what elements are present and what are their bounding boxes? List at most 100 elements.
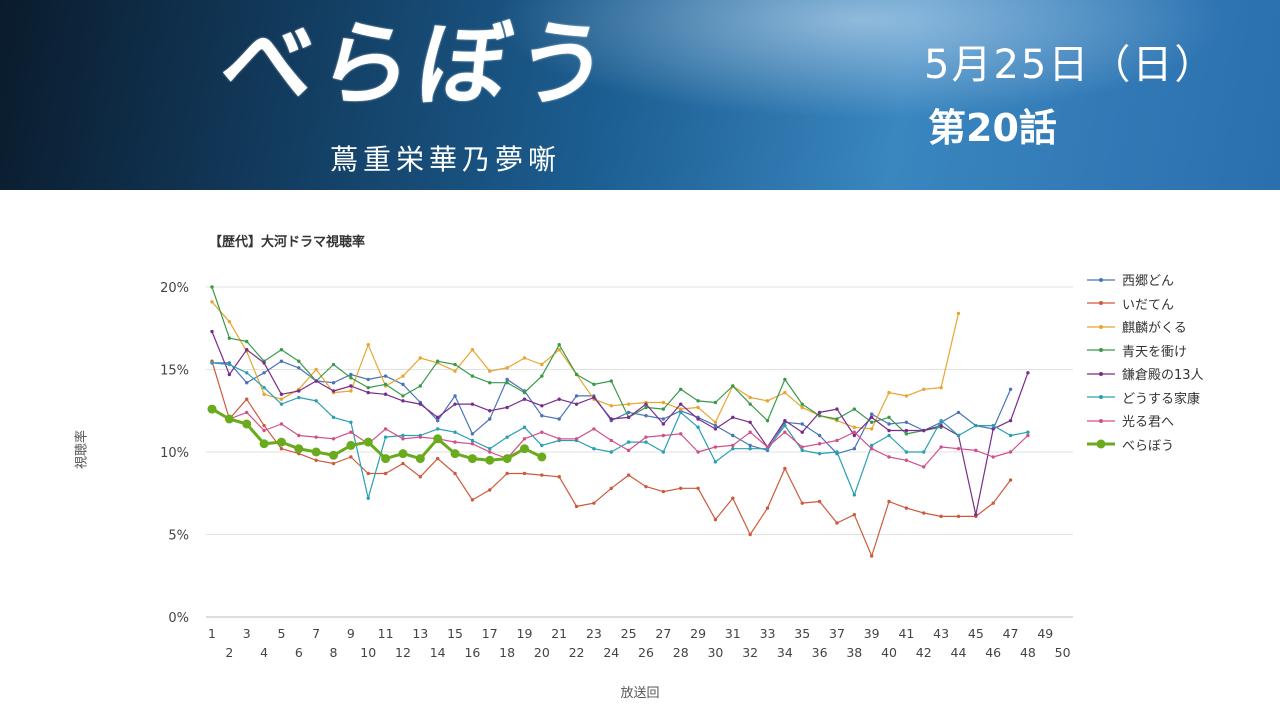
series-line [211, 362, 1029, 499]
legend-item: 青天を衝け [1086, 339, 1204, 363]
series-line [211, 301, 960, 430]
data-point [765, 418, 770, 423]
data-point [956, 447, 961, 451]
data-point [713, 517, 718, 522]
x-tick-label: 47 [1003, 626, 1019, 641]
data-point [331, 381, 336, 385]
x-tick-label: 27 [655, 626, 671, 641]
legend-label: どうする家康 [1122, 391, 1201, 407]
data-point [210, 300, 214, 304]
data-point [939, 445, 943, 449]
data-point [748, 447, 752, 451]
x-tick-label: 29 [690, 626, 706, 641]
data-point [904, 420, 909, 424]
data-point [991, 427, 995, 431]
data-point [227, 319, 232, 324]
data-point [262, 371, 266, 375]
data-point [974, 423, 978, 428]
data-point [540, 362, 544, 367]
x-tick-label: 45 [968, 626, 984, 641]
data-point [592, 447, 596, 451]
legend-item: 西郷どん [1086, 268, 1204, 292]
data-point [626, 410, 631, 415]
data-point [783, 466, 787, 471]
data-point [401, 374, 405, 378]
data-point [331, 389, 336, 393]
data-point [488, 409, 492, 413]
x-tick-label: 13 [412, 626, 428, 641]
data-point [609, 438, 613, 443]
data-point [1026, 433, 1030, 438]
data-point [800, 430, 804, 434]
data-point [661, 489, 666, 494]
x-tick-label: 6 [295, 645, 303, 660]
data-point [904, 428, 909, 433]
legend-swatch [1087, 324, 1115, 329]
data-point [713, 427, 718, 431]
data-point [922, 511, 926, 515]
data-point [817, 410, 822, 415]
data-point [748, 532, 752, 537]
data-point [800, 448, 804, 453]
legend-swatch [1087, 395, 1115, 400]
data-point [519, 444, 529, 454]
x-tick-label: 8 [330, 645, 338, 660]
legend-swatch [1087, 348, 1115, 353]
y-tick-label: 0% [168, 611, 189, 626]
data-point [314, 399, 318, 403]
data-point [1008, 418, 1013, 423]
legend-label: 鎌倉殿の13人 [1122, 368, 1204, 384]
data-point [852, 407, 857, 411]
data-point [800, 402, 804, 406]
data-point [661, 400, 666, 405]
x-tick-label: 3 [243, 626, 251, 641]
data-point [817, 433, 822, 438]
banner-glow [0, 0, 1280, 190]
data-point [956, 311, 961, 316]
data-point [783, 418, 787, 423]
data-point [609, 450, 613, 454]
data-point [835, 450, 839, 454]
data-point [294, 444, 304, 454]
data-point [242, 419, 252, 429]
data-point [245, 410, 249, 415]
data-point [557, 417, 561, 421]
data-point [227, 372, 232, 377]
data-point [748, 443, 752, 448]
x-tick-label: 26 [638, 645, 654, 660]
data-point [904, 450, 909, 454]
data-point [835, 407, 839, 411]
data-point [869, 427, 874, 431]
data-point [366, 471, 370, 476]
data-point [939, 418, 943, 423]
data-point [297, 389, 301, 393]
data-point [852, 433, 857, 438]
data-point [696, 399, 700, 403]
x-tick-label: 50 [1055, 645, 1071, 660]
data-point [592, 501, 596, 505]
data-point [869, 415, 874, 420]
data-point [349, 455, 353, 459]
data-point [470, 498, 475, 502]
data-point [765, 445, 770, 449]
data-point [488, 417, 492, 421]
y-tick-label: 10% [160, 446, 189, 461]
data-point [470, 438, 475, 443]
data-point [418, 435, 423, 439]
data-point [574, 372, 579, 377]
data-point [349, 384, 353, 388]
data-point [765, 399, 770, 403]
data-point [800, 501, 804, 505]
data-point [435, 415, 440, 420]
data-point [488, 381, 492, 385]
data-point [349, 372, 353, 377]
data-point [433, 434, 443, 444]
data-point [505, 471, 509, 476]
data-point [311, 447, 321, 457]
y-tick-label: 15% [160, 364, 189, 379]
data-point [279, 359, 284, 363]
data-point [661, 422, 666, 426]
data-point [817, 451, 822, 456]
data-point [835, 438, 839, 443]
x-tick-label: 20 [534, 645, 550, 660]
